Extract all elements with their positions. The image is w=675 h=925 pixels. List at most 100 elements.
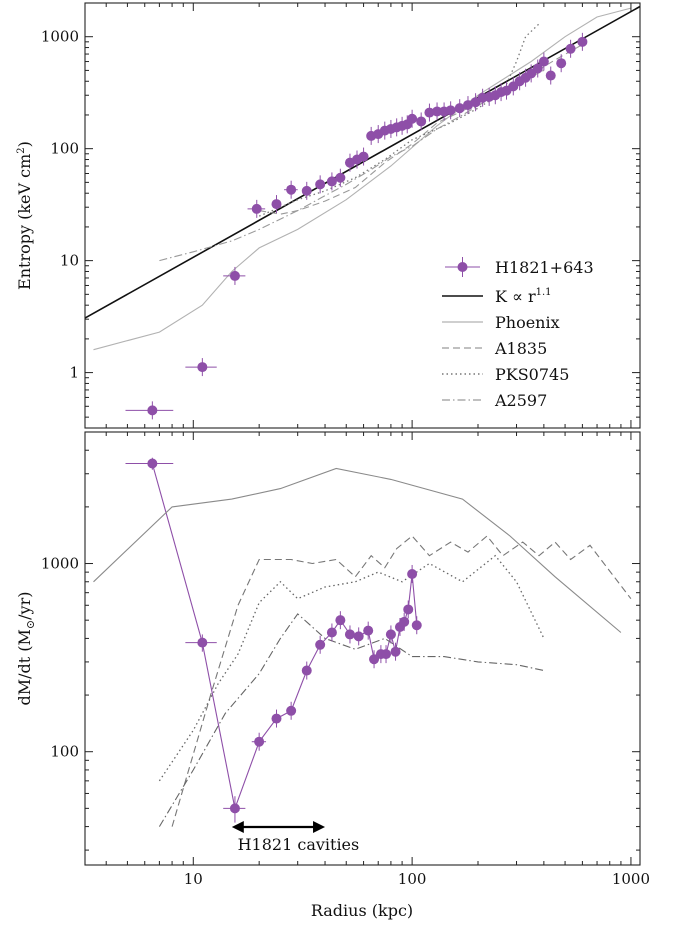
entropy-a1835-line	[259, 44, 583, 215]
mass-rate-a1835-line	[171, 535, 632, 827]
legend-item-h1821: H1821+643	[445, 257, 594, 277]
mass-rate-panel: 100 1000 10 100 1000 dM/dt (M⊙/yr) H1821 cav…	[15, 431, 650, 888]
mass-rate-h1821-643-point-5	[286, 705, 297, 716]
entropy-h1821-643-point-27	[462, 100, 473, 111]
mass-rate-h1821-643-point-2	[229, 803, 240, 814]
legend-h1821-marker	[457, 262, 468, 272]
legend-label-pks0745: PKS0745	[495, 365, 569, 384]
entropy-h1821-643-point-8	[326, 176, 337, 187]
entropy-h1821-643-point-43	[577, 36, 588, 47]
entropy-h1821-643-point-7	[315, 179, 326, 190]
x-tick-label: 10	[184, 870, 203, 888]
mass-rate-h1821-643-point-17	[390, 646, 401, 657]
entropy-h1821-643-point-41	[556, 58, 567, 69]
legend-item-a1835: A1835	[442, 339, 547, 358]
entropy-h1821-643-point-21	[416, 116, 427, 127]
cavity-label: H1821 cavities	[238, 835, 360, 854]
mass-rate-axes-frame	[84, 431, 641, 866]
entropy-h1821-643-point-25	[445, 105, 456, 116]
entropy-h1821-643-point-4	[271, 199, 282, 210]
entropy-h1821-643-point-22	[424, 107, 435, 118]
legend-power-law-text: K ∝ r	[495, 287, 536, 306]
entropy-h1821-643-point-26	[454, 103, 465, 114]
mass-rate-h1821-643-point-21	[407, 568, 418, 579]
entropy-h1821-643-point-6	[301, 185, 312, 196]
legend: H1821+643 K ∝ r1.1 Phoenix A1835 PKS0745…	[442, 257, 594, 410]
entropy-ticks-layer: 1 10 100 1000	[41, 2, 640, 428]
entropy-y-label-main: Entropy (keV cm	[15, 154, 34, 290]
mass-rate-ticks-layer: 100 1000 10 100 1000	[41, 431, 650, 888]
entropy-h1821-643-point-2	[229, 270, 240, 281]
legend-item-pks0745: PKS0745	[442, 365, 569, 384]
entropy-h1821-643-point-5	[286, 184, 297, 195]
mass-rate-pks0745-line	[158, 554, 545, 782]
entropy-y-tick-label: 10	[60, 252, 79, 270]
mass-rate-y-tick-label: 1000	[41, 555, 79, 573]
legend-label-a1835: A1835	[494, 339, 547, 358]
mass-rate-h1821-643-point-12	[363, 625, 374, 636]
cavity-arrowhead-left	[231, 821, 244, 833]
entropy-points-layer	[125, 32, 588, 420]
mass-rate-h1821-643-point-9	[335, 615, 346, 626]
legend-label-phoenix: Phoenix	[495, 313, 560, 332]
entropy-y-label-sup: 2	[16, 147, 27, 153]
legend-item-a2597: A2597	[442, 391, 547, 410]
mass-rate-a2597-line	[158, 613, 545, 827]
mass-rate-h1821-643-point-3	[254, 736, 265, 747]
mass-rate-y-label-sun: ⊙	[24, 620, 37, 629]
mass-rate-h1821-643-point-16	[385, 629, 396, 640]
entropy-h1821-643-point-42	[565, 43, 576, 54]
mass-rate-phoenix-line	[93, 467, 622, 633]
mass-rate-h1821-643-point-8	[326, 627, 337, 638]
cavity-annotation: H1821 cavities	[231, 821, 360, 854]
mass-rate-y-label-main: dM/dt (M	[15, 629, 34, 705]
legend-label-h1821: H1821+643	[495, 258, 594, 277]
entropy-h1821-643-point-23	[432, 106, 443, 117]
entropy-y-axis-label: Entropy (keV cm2)	[15, 141, 34, 290]
mass-rate-h1821-643-point-20	[403, 604, 414, 615]
entropy-phoenix-line	[93, 7, 632, 351]
entropy-h1821-643-point-40	[545, 70, 556, 81]
entropy-h1821-643-point-12	[358, 151, 369, 162]
mass-rate-h1821-643-point-4	[271, 713, 282, 724]
entropy-h1821-643-point-1	[197, 362, 208, 373]
mass-rate-h1821-643-point-6	[301, 665, 312, 676]
entropy-panel: 1 10 100 1000 Entropy (keV cm2) H1821+643 K…	[15, 2, 641, 429]
entropy-pks0745-line	[258, 23, 540, 217]
mass-rate-h1821-643-point-1	[197, 637, 208, 648]
legend-power-law-exponent: 1.1	[536, 287, 552, 298]
legend-item-power-law: K ∝ r1.1	[442, 287, 552, 306]
mass-rate-h1821-643-point-13	[369, 654, 380, 665]
mass-rate-y-label-end: /yr)	[15, 592, 34, 620]
legend-item-phoenix: Phoenix	[442, 313, 560, 332]
entropy-h1821-643-point-20	[407, 113, 418, 124]
mass-rate-h1821-643-point-11	[353, 631, 364, 642]
entropy-y-tick-label: 1000	[41, 28, 79, 46]
legend-label-a2597: A2597	[494, 391, 547, 410]
legend-label-power-law: K ∝ r1.1	[495, 287, 552, 306]
entropy-axes-frame	[84, 2, 641, 429]
entropy-h1821-643-point-3	[251, 203, 262, 214]
mass-rate-h1821-643-point-0	[147, 458, 158, 469]
entropy-h1821-643-point-39	[538, 56, 549, 67]
x-tick-label: 1000	[612, 870, 650, 888]
mass-rate-h1821-643-point-19	[399, 616, 410, 627]
entropy-y-label-end: )	[15, 141, 34, 147]
x-tick-label: 100	[398, 870, 427, 888]
mass-rate-y-tick-label: 100	[50, 743, 79, 761]
mass-rate-h1821-643-point-7	[315, 639, 326, 650]
mass-rate-points-layer	[125, 457, 422, 823]
entropy-y-tick-label: 1	[69, 364, 79, 382]
mass-rate-h1821-643-point-15	[381, 649, 392, 660]
entropy-h1821-643-point-0	[147, 405, 158, 416]
entropy-y-tick-label: 100	[50, 140, 79, 158]
entropy-h1821-643-point-38	[532, 63, 543, 74]
entropy-h1821-643-point-9	[335, 172, 346, 183]
mass-rate-y-axis-label: dM/dt (M⊙/yr)	[15, 592, 37, 706]
cavity-arrowhead-right	[313, 821, 326, 833]
x-axis-label: Radius (kpc)	[311, 901, 413, 920]
mass-rate-h1821-643-point-10	[344, 629, 355, 640]
mass-rate-h1821-643-point-22	[411, 620, 422, 631]
